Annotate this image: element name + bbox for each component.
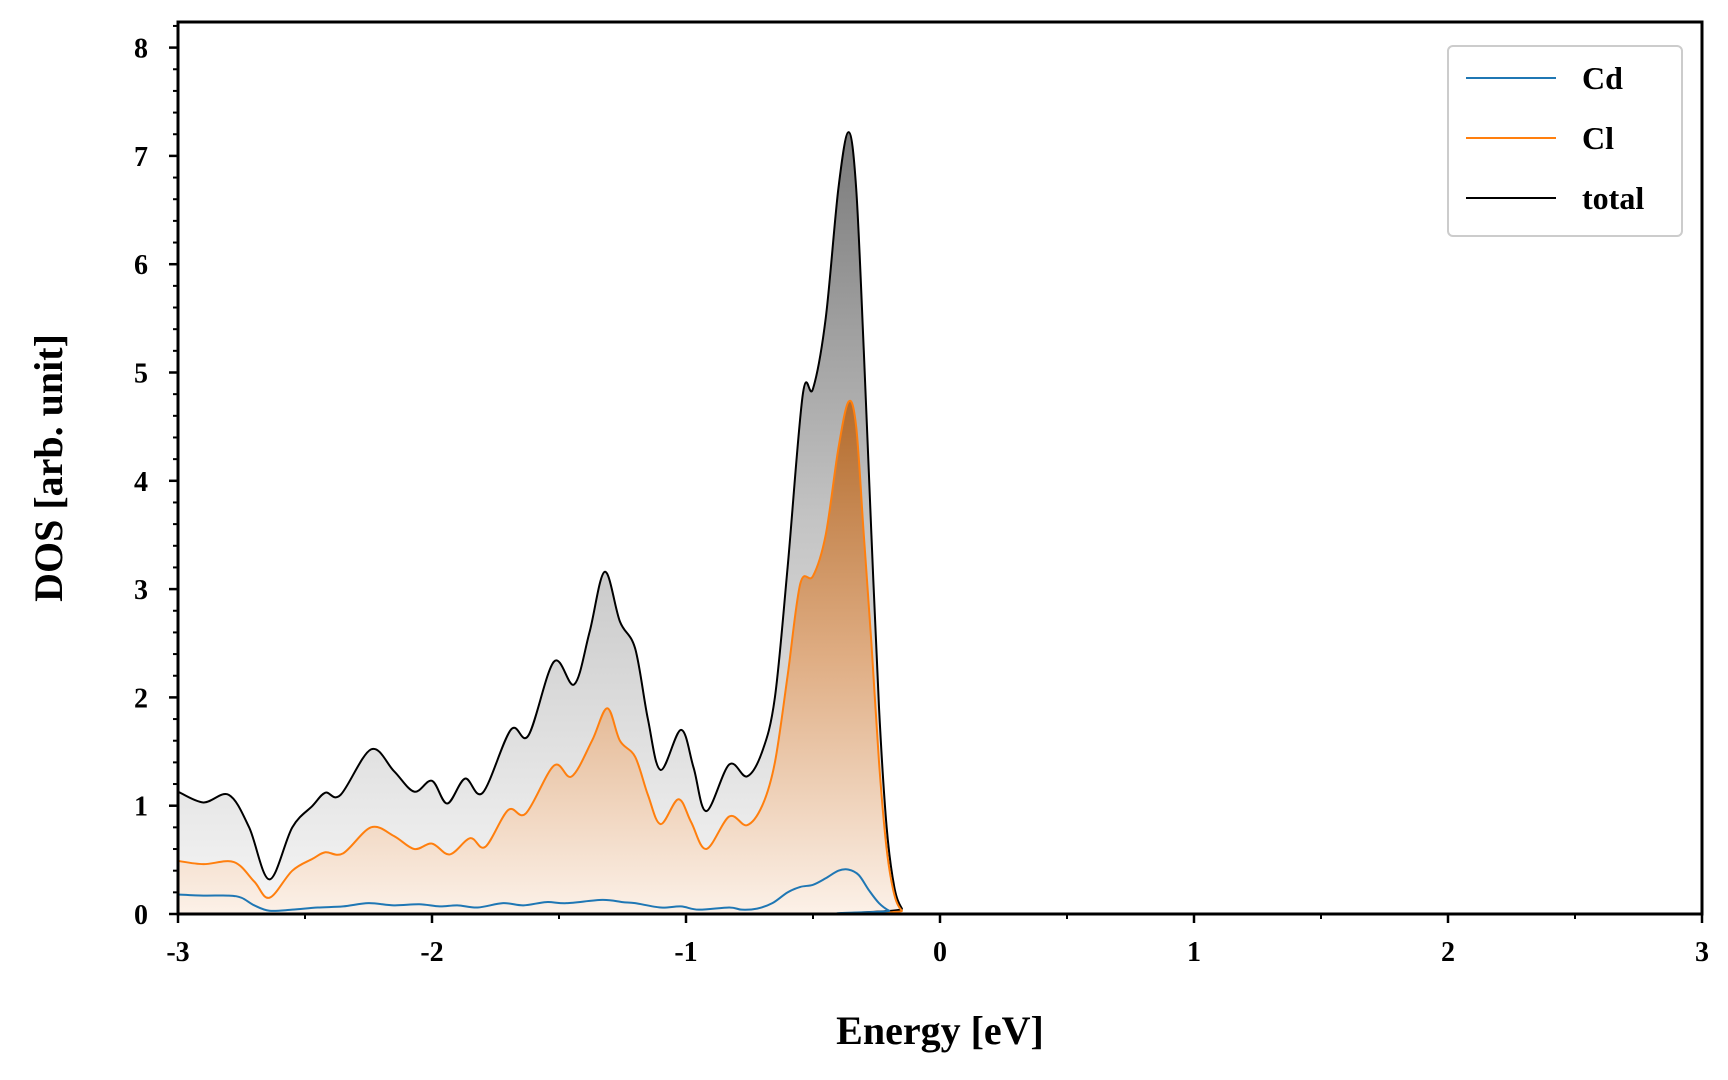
x-tick-label: 0 xyxy=(933,937,947,968)
x-tick-label: 2 xyxy=(1441,937,1455,968)
y-tick-label: 4 xyxy=(134,467,148,498)
y-tick-label: 8 xyxy=(134,34,148,65)
y-tick-label: 7 xyxy=(134,142,148,173)
line-cl xyxy=(177,399,1702,916)
legend-label-total: total xyxy=(1582,180,1644,216)
fill-total xyxy=(178,132,1702,914)
y-tick-label: 5 xyxy=(134,359,148,390)
series-fills xyxy=(178,132,1702,914)
x-tick-label: 3 xyxy=(1695,937,1709,968)
y-tick-label: 1 xyxy=(134,792,148,823)
y-axis-label: DOS [arb. unit] xyxy=(26,334,71,602)
line-total xyxy=(177,131,1702,916)
axis-ticks: -3 -2 -1 0 1 2 3 0 1 2 3 4 5 6 7 8 xyxy=(134,24,1709,968)
y-tick-label: 2 xyxy=(134,683,148,714)
legend: Cd Cl total xyxy=(1447,45,1683,237)
x-tick-label: -1 xyxy=(674,937,697,968)
x-tick-label: 1 xyxy=(1187,937,1201,968)
series-lines xyxy=(177,131,1702,916)
fill-cl xyxy=(178,400,1702,914)
y-tick-label: 6 xyxy=(134,250,148,281)
y-tick-label: 0 xyxy=(134,900,148,931)
legend-label-cd: Cd xyxy=(1582,60,1623,96)
y-tick-label: 3 xyxy=(134,575,148,606)
x-axis-label: Energy [eV] xyxy=(836,1008,1044,1053)
x-tick-label: -2 xyxy=(420,937,443,968)
x-tick-label: -3 xyxy=(166,937,189,968)
legend-label-cl: Cl xyxy=(1582,120,1614,156)
line-cd xyxy=(177,868,1702,916)
legend-box xyxy=(1447,45,1683,237)
